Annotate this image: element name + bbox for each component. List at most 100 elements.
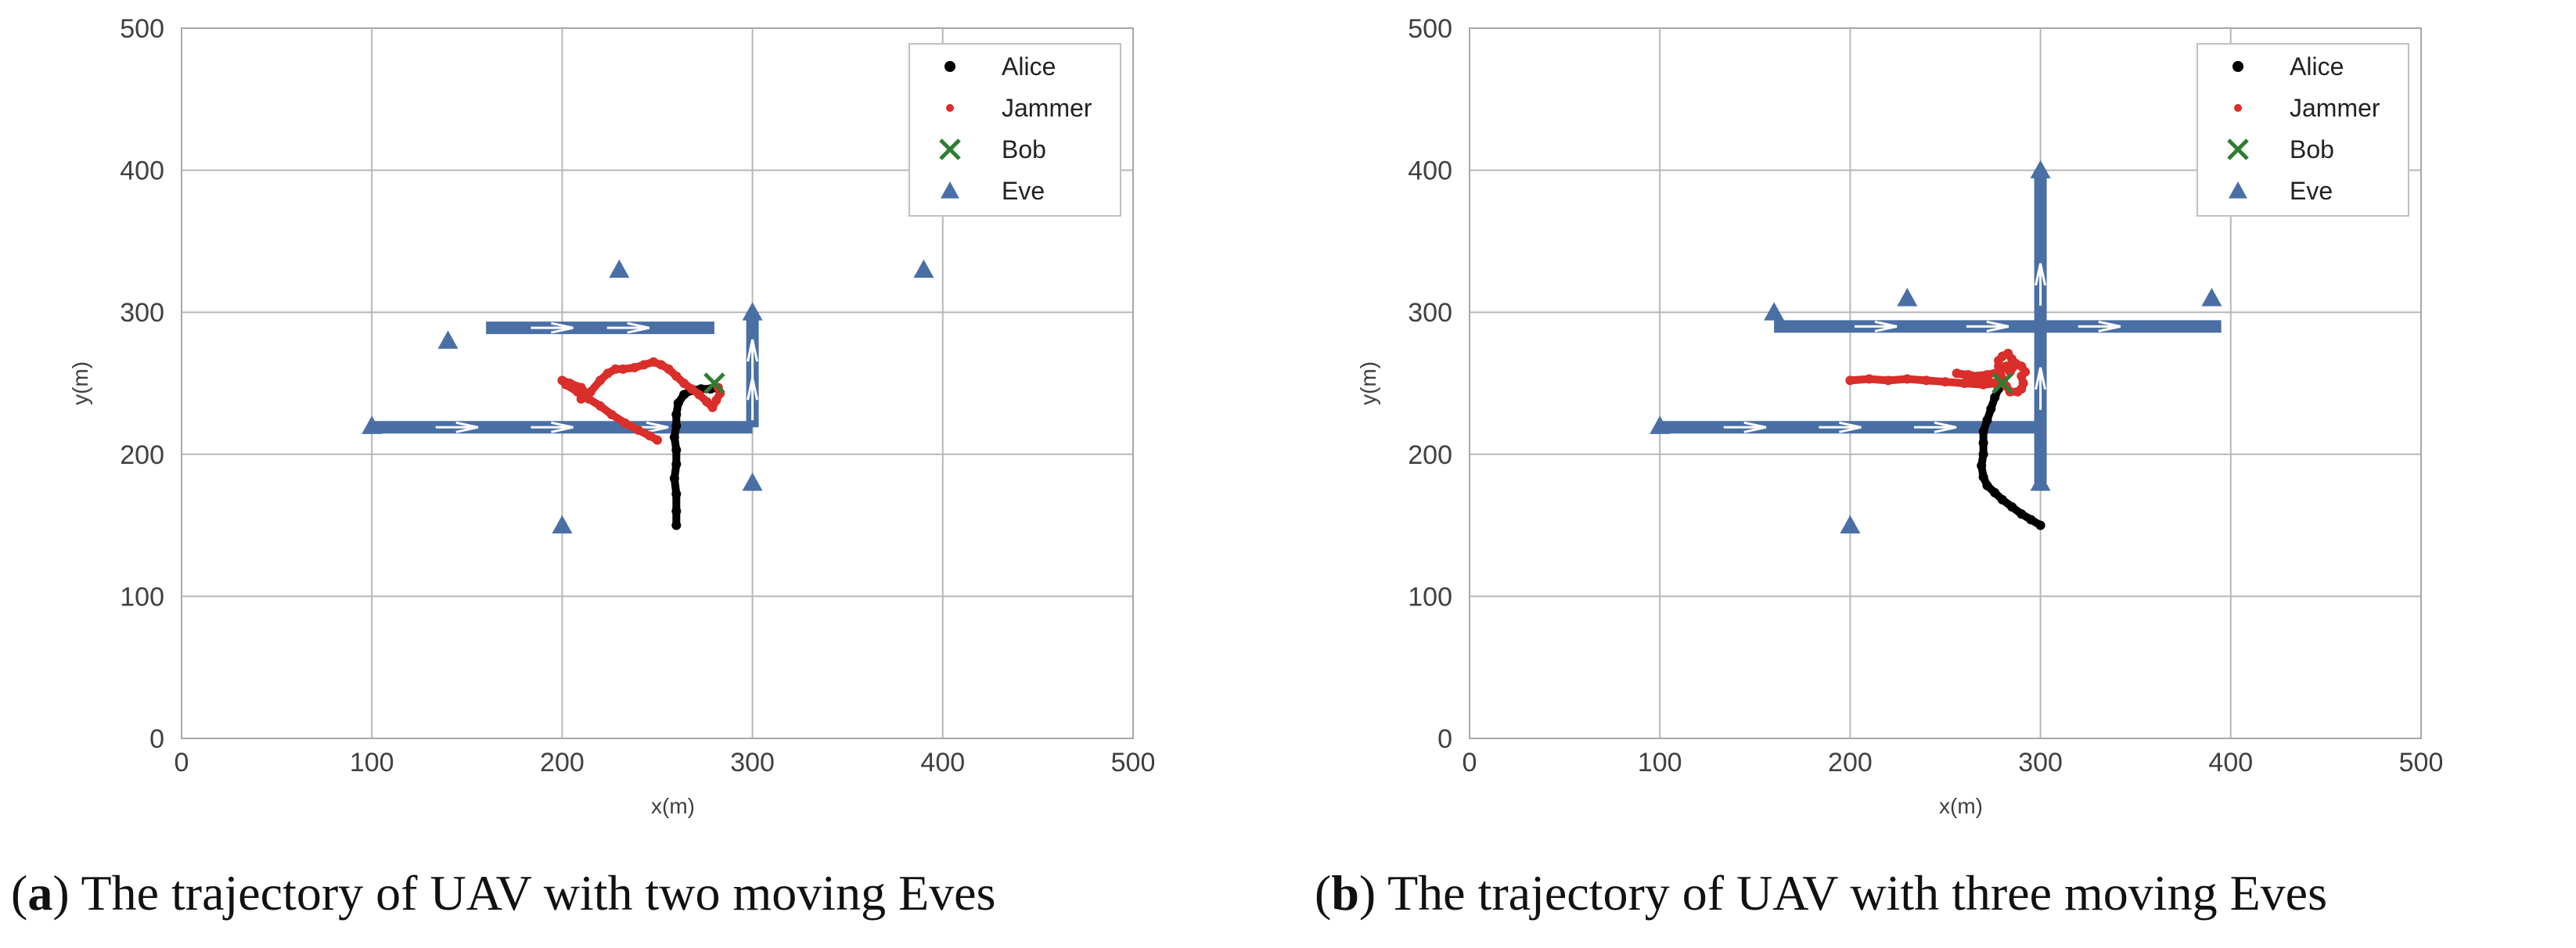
chart-b-xtick-100: 100	[1638, 748, 1682, 777]
chart-b-eve-track-0-arrowhead-3	[1934, 421, 1957, 433]
chart-a-eve-track-2-arrowhead-2	[627, 321, 649, 334]
chart-b-jammer-point-6	[1959, 379, 1970, 388]
chart-a-jammer-point-26	[686, 384, 696, 394]
chart-b-svg: 0 100 200 300 400 500 0 100 200 300 400 500 x(m) y(m)…	[1356, 14, 2443, 818]
chart-a-series-bob	[703, 372, 725, 394]
chart-b-jammer-point-3	[1902, 374, 1912, 384]
chart-a-xtick-300: 300	[730, 748, 775, 777]
chart-a-jammer-point-1	[645, 431, 655, 441]
chart-b-jammer-point-13	[1967, 371, 1977, 381]
chart-b-alice-point-5	[1990, 487, 2000, 497]
chart-a-eve-marker-2	[552, 515, 573, 533]
caption-b-text: The trajectory of UAV with three moving …	[1387, 865, 2327, 921]
chart-b-alice-point-12	[1982, 415, 1992, 426]
chart-b-eve-marker-4	[2030, 472, 2051, 491]
chart-b-jammer-point-4	[1921, 375, 1931, 386]
chart-b-ytick-200: 200	[1408, 440, 1452, 470]
chart-b-bob-marker-0-stroke-2	[1991, 372, 2013, 394]
chart-a-alice-point-5	[671, 445, 682, 455]
chart-b-alice-point-1	[2026, 515, 2036, 525]
chart-a-jammer-point-30	[711, 395, 721, 405]
chart-b-eve-marker-1	[1764, 302, 1785, 321]
chart-b-ytick-500: 500	[1408, 14, 1452, 44]
chart-panel-b: 0 100 200 300 400 500 0 100 200 300 400 500 x(m) y(m)…	[1288, 0, 2576, 948]
chart-b-alice-point-9	[1978, 449, 1988, 459]
chart-a-eve-marker-5	[742, 302, 763, 321]
chart-b-alice-point-2	[2017, 509, 2027, 519]
chart-a-eve-marker-3	[609, 259, 630, 278]
chart-a-legend-eve-label: Eve	[1002, 177, 1045, 205]
chart-b-xtick-400: 400	[2208, 748, 2253, 777]
chart-a-alice-point-9	[673, 398, 683, 408]
chart-b-ytick-400: 400	[1408, 156, 1452, 186]
chart-b-legend-box	[2196, 43, 2409, 217]
chart-b-eve-marker-0	[1650, 415, 1671, 434]
chart-a-xtick-0: 0	[174, 748, 189, 777]
chart-a-jammer-point-5	[595, 401, 606, 411]
chart-b-ytick-300: 300	[1408, 298, 1452, 328]
chart-a-legend-alice-swatch	[944, 61, 955, 72]
chart-a-bob-marker-0	[703, 372, 725, 394]
chart-b-series-eve	[1650, 160, 2222, 533]
chart-a-bob-marker-0-stroke-2	[703, 372, 725, 394]
chart-a-jammer-point-16	[603, 368, 613, 379]
chart-a-svg: 0 100 200 300 400 500 0 100 200 300 400 500 x(m) y(m)…	[68, 14, 1155, 818]
chart-b-jammer-point-23	[2013, 386, 2023, 397]
chart-a-jammer-point-0	[653, 435, 662, 445]
chart-a-jammer-point-2	[633, 425, 643, 435]
chart-a-alice-point-8	[671, 409, 682, 419]
chart-a-eve-track-2-arrowhead-1	[551, 321, 574, 334]
chart-a-eve-marker-0	[362, 415, 383, 434]
chart-b-eve-marker-2	[1840, 515, 1861, 533]
chart-a-ytick-100: 100	[120, 582, 164, 612]
chart-b-eve-track-0-arrowhead-2	[1839, 421, 1862, 433]
chart-b-legend-eve-label: Eve	[2290, 177, 2333, 205]
chart-a-jammer-point-25	[679, 379, 689, 388]
chart-a-jammer-point-9	[557, 375, 567, 386]
chart-a-jammer-point-13	[576, 393, 586, 404]
chart-b-alice-point-13	[1986, 404, 1996, 414]
chart-a-ytick-0: 0	[149, 724, 164, 754]
chart-b-jammer-point-12	[1952, 368, 1962, 379]
chart-b-series-jammer	[1845, 348, 2031, 397]
chart-b-plot-frame	[1469, 27, 2422, 739]
chart-a-legend-jammer-label: Jammer	[1002, 94, 1092, 122]
chart-b-jammer-point-2	[1883, 375, 1894, 386]
chart-a-xtick-400: 400	[920, 748, 965, 777]
chart-a-x-axis-label: x(m)	[651, 794, 695, 818]
chart-b-jammer-point-10	[1974, 372, 1984, 382]
chart-a-eve-track-0-arrowhead-2	[551, 421, 574, 433]
chart-a-eve-marker-6	[913, 259, 934, 278]
chart-b-xtick-200: 200	[1828, 748, 1873, 777]
chart-panel-a: 0 100 200 300 400 500 0 100 200 300 400 500 x(m) y(m)…	[68, 14, 1155, 818]
chart-b-legend-alice-swatch	[2232, 61, 2243, 72]
chart-b-jammer-point-33	[2010, 360, 2020, 370]
chart-a-legend-eve-swatch	[941, 181, 959, 199]
chart-a-series-eve	[362, 259, 934, 533]
chart-a-eve-track-0-arrowhead-1	[455, 421, 479, 433]
chart-a-legend-jammer-swatch	[946, 104, 954, 112]
chart-a-alice-point-10	[679, 390, 689, 400]
chart-a-jammer-point-29	[707, 402, 718, 412]
chart-a-xtick-200: 200	[540, 748, 585, 777]
chart-b-ytick-0: 0	[1437, 724, 1452, 754]
chart-b-alice-point-6	[1982, 480, 1992, 490]
chart-a-legend-bob-swatch-stroke-2	[939, 138, 961, 160]
chart-b-alice-point-3	[2007, 501, 2017, 512]
chart-a-legend-bob-swatch	[939, 138, 961, 160]
chart-b-jammer-point-20	[2017, 371, 2027, 381]
chart-a-jammer-point-11	[576, 382, 586, 393]
caption-b-letter: b	[1331, 865, 1359, 921]
chart-a-plot-frame	[181, 27, 1134, 739]
caption-a-text: The trajectory of UAV with two moving Ev…	[81, 865, 996, 921]
chart-a-ytick-200: 200	[120, 440, 164, 470]
chart-b-jammer-point-0	[1845, 375, 1855, 386]
chart-b-eve-marker-3	[1897, 288, 1918, 307]
chart-a-eve-track-1-arrowhead-2	[747, 339, 759, 362]
chart-a-jammer-point-23	[664, 364, 674, 374]
chart-b-bob-marker-0	[1991, 372, 2013, 394]
chart-b-eve-track-1-arrowhead-1	[2035, 367, 2047, 390]
chart-b-eve-marker-6	[2201, 288, 2222, 307]
chart-a-alice-point-4	[671, 459, 682, 469]
chart-b-legend-eve-swatch	[2229, 181, 2247, 199]
